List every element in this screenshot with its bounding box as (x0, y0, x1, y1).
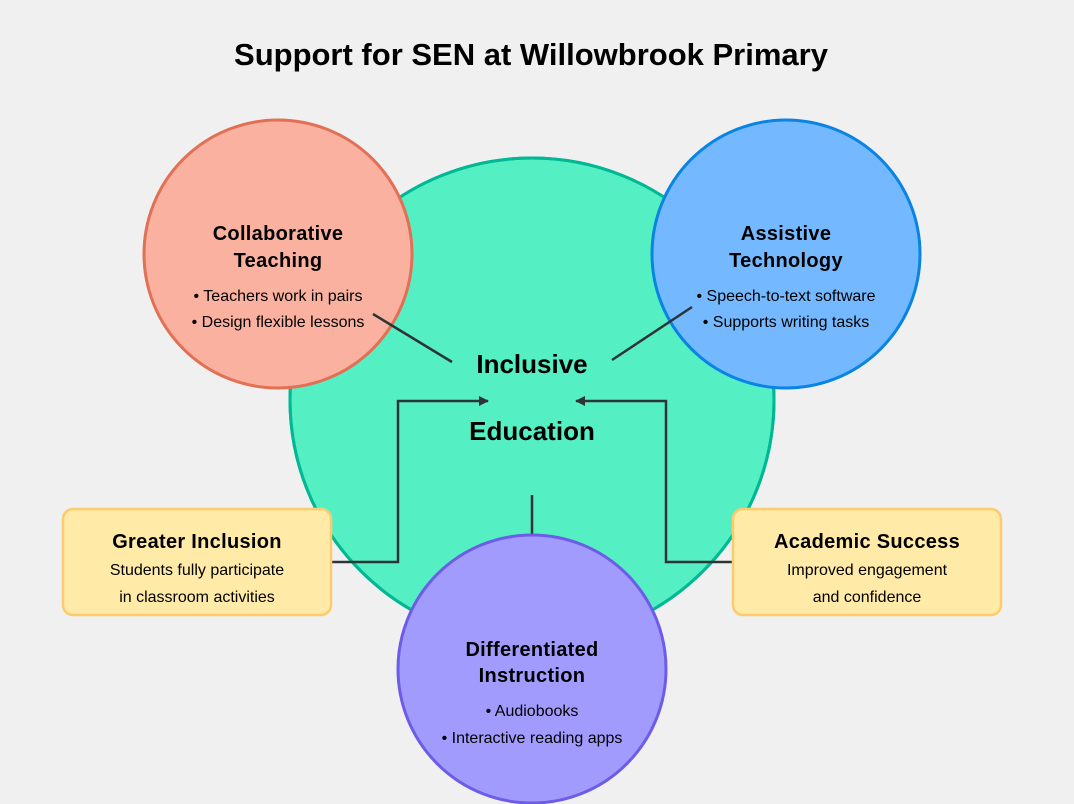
center-label-line-1: Inclusive (476, 349, 587, 379)
inclusion-arrow (332, 396, 489, 564)
differentiated-instruction-heading-2: Instruction (479, 665, 586, 687)
assistive-technology-point-1: • Speech-to-text software (696, 288, 875, 305)
success-arrow (575, 396, 733, 564)
collaborative-teaching-heading-2: Teaching (234, 250, 323, 272)
greater-inclusion-heading: Greater Inclusion (112, 531, 282, 553)
assistive-technology-node: Assistive Technology • Speech-to-text so… (650, 118, 922, 390)
greater-inclusion-line-2: in classroom activities (119, 589, 275, 606)
academic-success-box: Academic Success Improved engagement and… (731, 507, 1003, 617)
assistive-connector (611, 305, 693, 362)
collaborative-teaching-point-2: • Design flexible lessons (192, 314, 365, 331)
collaborative-connector (372, 312, 453, 364)
greater-inclusion-box: Greater Inclusion Students fully partici… (61, 507, 333, 617)
differentiated-instruction-node: Differentiated Instruction • Audiobooks … (396, 533, 668, 804)
greater-inclusion-line-1: Students fully participate (110, 562, 284, 579)
differentiated-instruction-heading-1: Differentiated (465, 639, 598, 661)
greater-inclusion-rect (61, 507, 333, 617)
academic-success-line-2: and confidence (813, 589, 922, 606)
academic-success-line-1: Improved engagement (787, 562, 948, 579)
page-title: Support for SEN at Willowbrook Primary (234, 37, 829, 72)
academic-success-rect (731, 507, 1003, 617)
assistive-technology-heading-1: Assistive (741, 223, 832, 245)
assistive-technology-heading-2: Technology (729, 250, 843, 272)
collaborative-teaching-point-1: • Teachers work in pairs (194, 288, 363, 305)
center-label-line-2: Education (469, 416, 595, 446)
collaborative-teaching-node: Collaborative Teaching • Teachers work i… (142, 118, 414, 390)
assistive-technology-point-2: • Supports writing tasks (703, 314, 870, 331)
collaborative-teaching-heading-1: Collaborative (213, 223, 344, 245)
differentiated-instruction-circle (396, 533, 668, 804)
differentiated-instruction-point-1: • Audiobooks (486, 703, 579, 720)
academic-success-heading: Academic Success (774, 531, 960, 553)
differentiated-instruction-point-2: • Interactive reading apps (442, 730, 623, 747)
collaborative-teaching-circle (142, 118, 414, 390)
assistive-technology-circle (650, 118, 922, 390)
